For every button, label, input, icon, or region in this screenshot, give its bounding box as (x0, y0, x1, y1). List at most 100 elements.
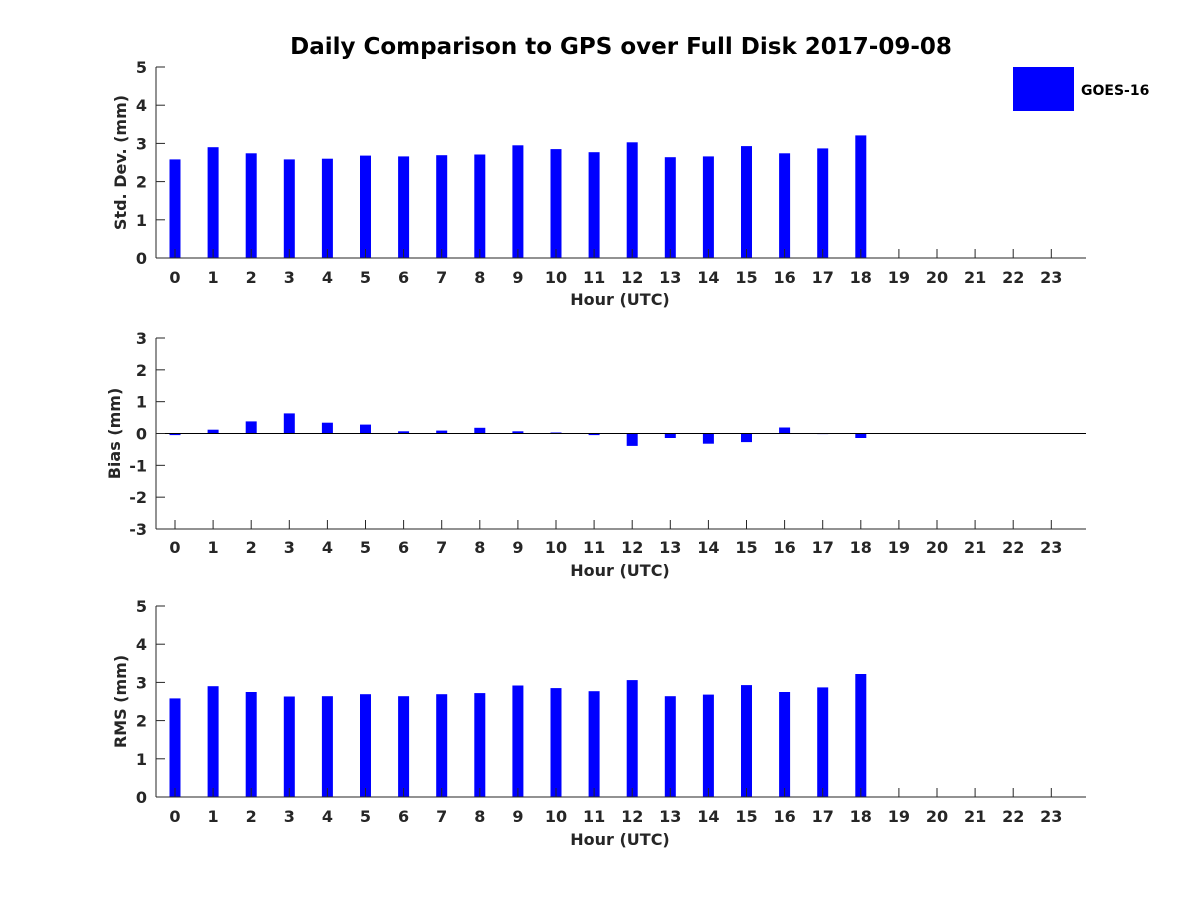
rms-x-tick-label: 6 (398, 807, 409, 826)
bias-y-tick-label: 0 (136, 425, 147, 444)
bias-x-tick-label: 0 (169, 538, 180, 557)
rms-y-tick-label: 3 (136, 673, 147, 692)
std-dev-x-tick-label: 23 (1040, 268, 1062, 287)
rms-x-tick-label: 2 (246, 807, 257, 826)
bias-y-tick-label: -2 (129, 488, 147, 507)
bias-bar-15 (741, 433, 752, 443)
std-dev-x-tick-label: 14 (697, 268, 719, 287)
bias-y-axis-label: Bias (mm) (105, 388, 124, 480)
std-dev-bar-4 (321, 158, 333, 258)
bias-bar-16 (779, 427, 791, 434)
bias-x-tick-label: 21 (964, 538, 986, 557)
std-dev-x-tick-label: 13 (659, 268, 681, 287)
rms-x-tick-label: 7 (436, 807, 447, 826)
rms-bar-6 (398, 696, 410, 797)
rms-x-tick-label: 19 (888, 807, 910, 826)
std-dev-y-tick-label: 2 (136, 173, 147, 192)
std-dev-x-tick-label: 18 (850, 268, 872, 287)
bias-x-tick-label: 9 (512, 538, 523, 557)
bias-x-tick-label: 2 (246, 538, 257, 557)
rms-bar-9 (512, 685, 524, 797)
bias-x-tick-label: 12 (621, 538, 643, 557)
bias-x-tick-label: 19 (888, 538, 910, 557)
rms-bar-14 (702, 694, 714, 797)
bias-bar-5 (360, 424, 371, 434)
bias-bar-8 (474, 427, 486, 434)
rms-bar-4 (321, 696, 333, 797)
rms-bar-11 (588, 691, 600, 797)
std-dev-x-tick-label: 3 (284, 268, 295, 287)
rms-x-tick-label: 0 (169, 807, 180, 826)
std-dev-x-tick-label: 9 (512, 268, 523, 287)
rms-x-tick-label: 8 (474, 807, 485, 826)
std-dev-bar-3 (283, 159, 295, 258)
std-dev-bar-10 (550, 149, 562, 258)
rms-x-tick-label: 21 (964, 807, 986, 826)
std-dev-y-tick-label: 3 (136, 134, 147, 153)
bias-x-axis-label: Hour (UTC) (570, 561, 670, 580)
std-dev-x-tick-label: 10 (545, 268, 567, 287)
std-dev-x-tick-label: 21 (964, 268, 986, 287)
std-dev-bar-12 (626, 142, 638, 258)
std-dev-bar-13 (664, 157, 676, 258)
std-dev-bar-18 (855, 135, 867, 258)
bias-bar-18 (855, 433, 867, 438)
std-dev-bar-17 (817, 148, 829, 258)
bias-bar-12 (626, 433, 638, 446)
bias-bar-2 (245, 421, 257, 434)
legend-label: GOES-16 (1081, 83, 1149, 99)
bias-x-tick-label: 11 (583, 538, 605, 557)
rms-bar-12 (626, 680, 638, 797)
std-dev-y-tick-label: 4 (136, 96, 147, 115)
rms-x-tick-label: 15 (735, 807, 757, 826)
bias-bar-4 (321, 422, 333, 434)
bias-bar-6 (398, 431, 410, 434)
std-dev-x-tick-label: 4 (322, 268, 333, 287)
std-dev-y-axis-label: Std. Dev. (mm) (111, 95, 130, 230)
bias-y-tick-label: -1 (129, 456, 147, 475)
chart-title: Daily Comparison to GPS over Full Disk 2… (290, 34, 952, 60)
bias-y-tick-label: 1 (136, 393, 147, 412)
rms-x-tick-label: 13 (659, 807, 681, 826)
rms-bar-7 (436, 694, 448, 797)
rms-x-tick-label: 9 (512, 807, 523, 826)
bias-x-tick-label: 8 (474, 538, 485, 557)
legend: GOES-16 (1013, 67, 1149, 111)
rms-x-tick-label: 23 (1040, 807, 1062, 826)
bias-bar-14 (702, 433, 714, 444)
bias-bar-9 (512, 431, 524, 434)
std-dev-x-tick-label: 1 (208, 268, 219, 287)
bias-x-tick-label: 14 (697, 538, 719, 557)
std-dev-x-tick-label: 16 (773, 268, 795, 287)
bias-x-tick-label: 3 (284, 538, 295, 557)
bias-y-tick-label: 3 (136, 329, 147, 348)
bias-x-tick-label: 23 (1040, 538, 1062, 557)
std-dev-x-tick-label: 7 (436, 268, 447, 287)
std-dev-x-tick-label: 5 (360, 268, 371, 287)
bias-x-tick-label: 6 (398, 538, 409, 557)
std-dev-bar-11 (588, 152, 600, 258)
std-dev-bar-7 (436, 155, 448, 258)
rms-bar-2 (245, 692, 257, 797)
std-dev-y-tick-label: 5 (136, 58, 147, 77)
bias-x-tick-label: 15 (735, 538, 757, 557)
std-dev-y-tick-label: 0 (136, 249, 147, 268)
rms-bar-8 (474, 693, 486, 797)
rms-x-tick-label: 22 (1002, 807, 1024, 826)
rms-x-tick-label: 12 (621, 807, 643, 826)
rms-x-tick-label: 20 (926, 807, 948, 826)
bias-x-tick-label: 22 (1002, 538, 1024, 557)
rms-x-tick-label: 16 (773, 807, 795, 826)
bias-x-tick-label: 17 (812, 538, 834, 557)
rms-y-tick-label: 4 (136, 635, 147, 654)
bias-x-tick-label: 10 (545, 538, 567, 557)
bias-bar-0 (169, 433, 181, 436)
rms-bar-18 (855, 674, 867, 797)
std-dev-x-tick-label: 17 (812, 268, 834, 287)
rms-bar-16 (779, 692, 791, 797)
bias-y-tick-label: -3 (129, 520, 147, 539)
